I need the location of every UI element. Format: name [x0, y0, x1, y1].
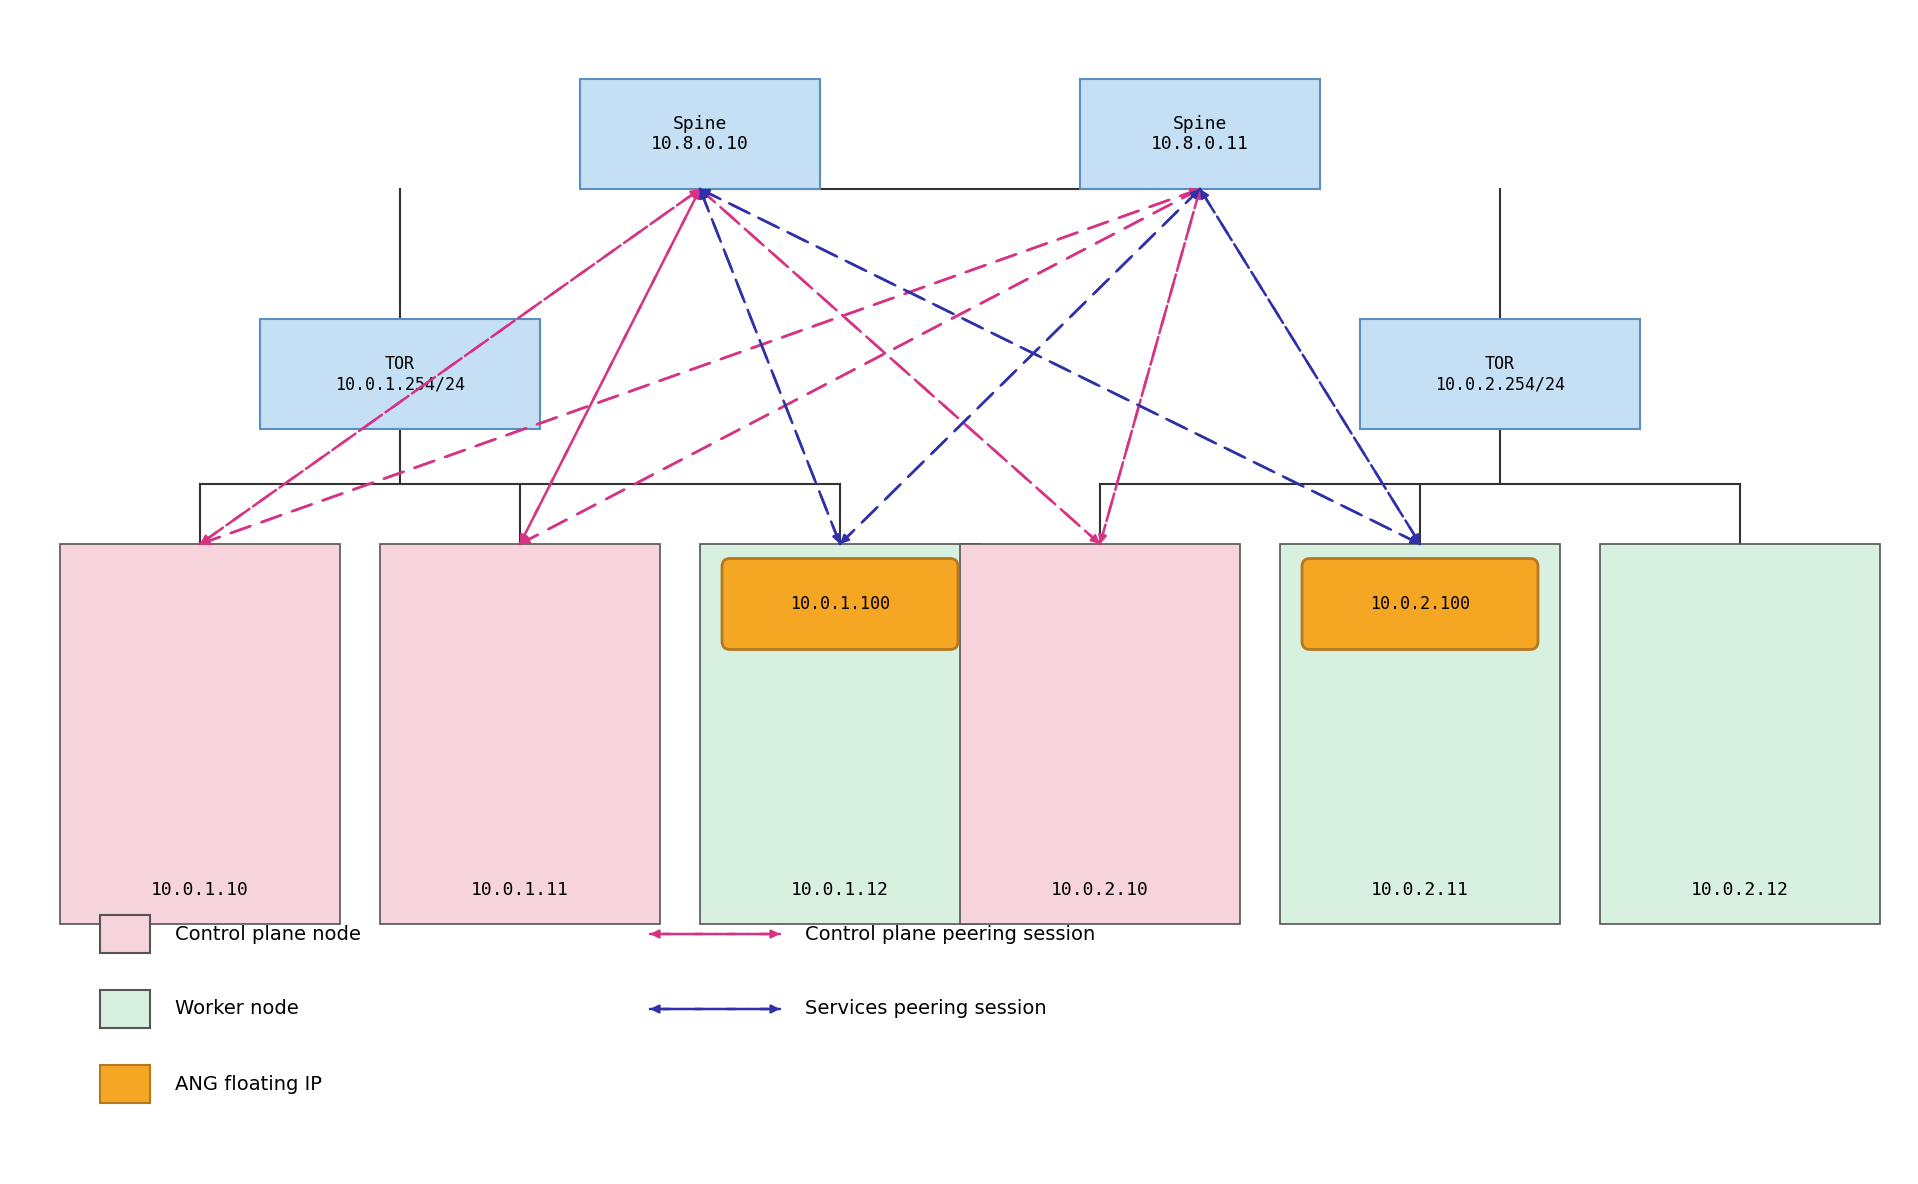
Text: Spine
10.8.0.11: Spine 10.8.0.11 — [1151, 115, 1249, 154]
Text: 10.0.2.12: 10.0.2.12 — [1692, 881, 1789, 899]
Text: Worker node: Worker node — [175, 999, 299, 1018]
Text: TOR
10.0.1.254/24: TOR 10.0.1.254/24 — [336, 354, 464, 393]
FancyBboxPatch shape — [1360, 318, 1640, 429]
Text: 10.0.1.10: 10.0.1.10 — [152, 881, 249, 899]
FancyBboxPatch shape — [100, 915, 150, 953]
Text: 10.0.1.11: 10.0.1.11 — [472, 881, 570, 899]
FancyBboxPatch shape — [721, 559, 957, 650]
Text: Control plane node: Control plane node — [175, 925, 361, 944]
Text: Control plane peering session: Control plane peering session — [806, 925, 1095, 944]
Text: 10.0.2.100: 10.0.2.100 — [1369, 596, 1469, 613]
Text: 10.0.1.12: 10.0.1.12 — [790, 881, 888, 899]
Text: ANG floating IP: ANG floating IP — [175, 1075, 322, 1094]
FancyBboxPatch shape — [59, 543, 339, 924]
FancyBboxPatch shape — [700, 543, 980, 924]
FancyBboxPatch shape — [1302, 559, 1538, 650]
FancyBboxPatch shape — [380, 543, 660, 924]
Text: Spine
10.8.0.10: Spine 10.8.0.10 — [650, 115, 748, 154]
FancyBboxPatch shape — [579, 79, 821, 189]
FancyBboxPatch shape — [100, 1064, 150, 1103]
Text: Services peering session: Services peering session — [806, 999, 1047, 1018]
FancyBboxPatch shape — [100, 990, 150, 1028]
Text: 10.0.1.100: 10.0.1.100 — [790, 596, 890, 613]
FancyBboxPatch shape — [1080, 79, 1320, 189]
FancyBboxPatch shape — [261, 318, 541, 429]
Text: 10.0.2.10: 10.0.2.10 — [1051, 881, 1149, 899]
Text: 10.0.2.11: 10.0.2.11 — [1371, 881, 1469, 899]
FancyBboxPatch shape — [1600, 543, 1880, 924]
Text: TOR
10.0.2.254/24: TOR 10.0.2.254/24 — [1435, 354, 1565, 393]
FancyBboxPatch shape — [1279, 543, 1559, 924]
FancyBboxPatch shape — [961, 543, 1241, 924]
